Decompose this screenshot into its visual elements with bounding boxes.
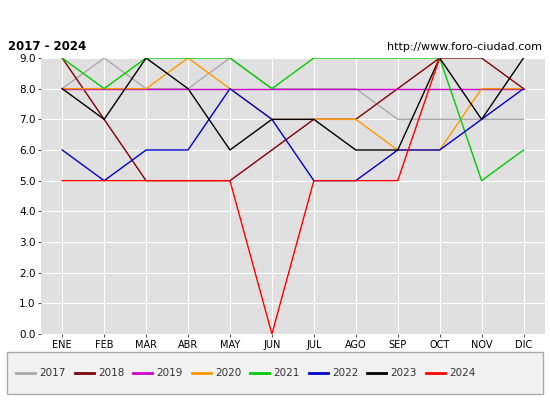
Text: Evolucion del paro registrado en Amavida: Evolucion del paro registrado en Amavida [115,10,435,26]
Text: 2017 - 2024: 2017 - 2024 [8,40,86,54]
Text: 2024: 2024 [449,368,475,378]
FancyBboxPatch shape [7,352,543,394]
Text: 2019: 2019 [157,368,183,378]
Text: 2022: 2022 [332,368,359,378]
Text: 2023: 2023 [390,368,417,378]
Text: http://www.foro-ciudad.com: http://www.foro-ciudad.com [387,42,542,52]
Text: 2018: 2018 [98,368,124,378]
Text: 2017: 2017 [40,368,66,378]
Text: 2021: 2021 [273,368,300,378]
Text: 2020: 2020 [215,368,241,378]
